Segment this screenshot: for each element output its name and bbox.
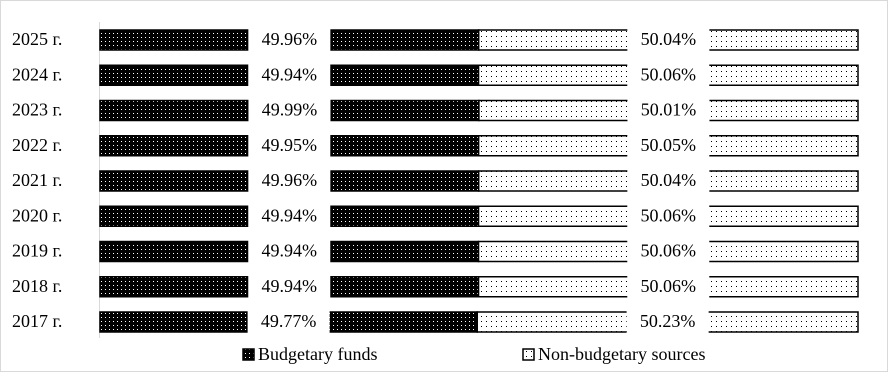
data-label: 49.94% (262, 205, 318, 225)
y-tick-label: 2019 г. (12, 241, 62, 261)
y-tick-label: 2022 г. (12, 135, 62, 155)
label-background (248, 62, 331, 89)
data-label: 50.05% (641, 135, 697, 155)
label-background (627, 168, 710, 194)
label-background (248, 203, 331, 230)
y-tick-label: 2018 г. (12, 276, 62, 296)
data-label: 50.06% (641, 205, 697, 225)
label-background (248, 132, 331, 159)
data-label: 50.23% (640, 311, 696, 331)
data-label: 49.95% (262, 135, 318, 155)
data-label: 49.96% (262, 170, 318, 190)
data-label: 50.06% (641, 276, 697, 296)
y-tick-label: 2020 г. (12, 205, 62, 225)
data-label: 49.99% (262, 100, 318, 120)
y-tick-label: 2025 г. (12, 29, 62, 49)
data-label: 50.04% (641, 170, 697, 190)
label-background (627, 97, 710, 124)
y-tick-label: 2021 г. (12, 170, 62, 190)
data-label: 49.77% (261, 311, 317, 331)
data-label: 49.94% (262, 276, 318, 296)
legend-swatch (522, 348, 535, 361)
legend-label: Budgetary funds (258, 344, 377, 364)
data-label: 50.06% (641, 241, 697, 261)
y-tick-label: 2024 г. (12, 64, 62, 84)
label-background (627, 62, 710, 89)
data-label: 49.96% (262, 29, 318, 49)
label-background (248, 168, 331, 194)
label-background (627, 273, 710, 300)
label-background (627, 238, 710, 265)
label-background (627, 203, 710, 230)
label-background (248, 97, 331, 124)
label-background (627, 27, 710, 53)
label-background (248, 273, 331, 300)
legend-swatch (242, 348, 255, 361)
label-background (626, 309, 709, 335)
label-background (248, 27, 331, 53)
data-label: 49.94% (262, 64, 318, 84)
data-label: 49.94% (262, 241, 318, 261)
label-background (627, 132, 710, 159)
label-background (247, 309, 330, 335)
data-label: 50.04% (641, 29, 697, 49)
y-tick-label: 2023 г. (12, 100, 62, 120)
data-label: 50.01% (641, 100, 697, 120)
label-background (248, 238, 331, 265)
data-label: 50.06% (641, 64, 697, 84)
legend-label: Non-budgetary sources (538, 344, 705, 364)
y-tick-label: 2017 г. (12, 311, 62, 331)
